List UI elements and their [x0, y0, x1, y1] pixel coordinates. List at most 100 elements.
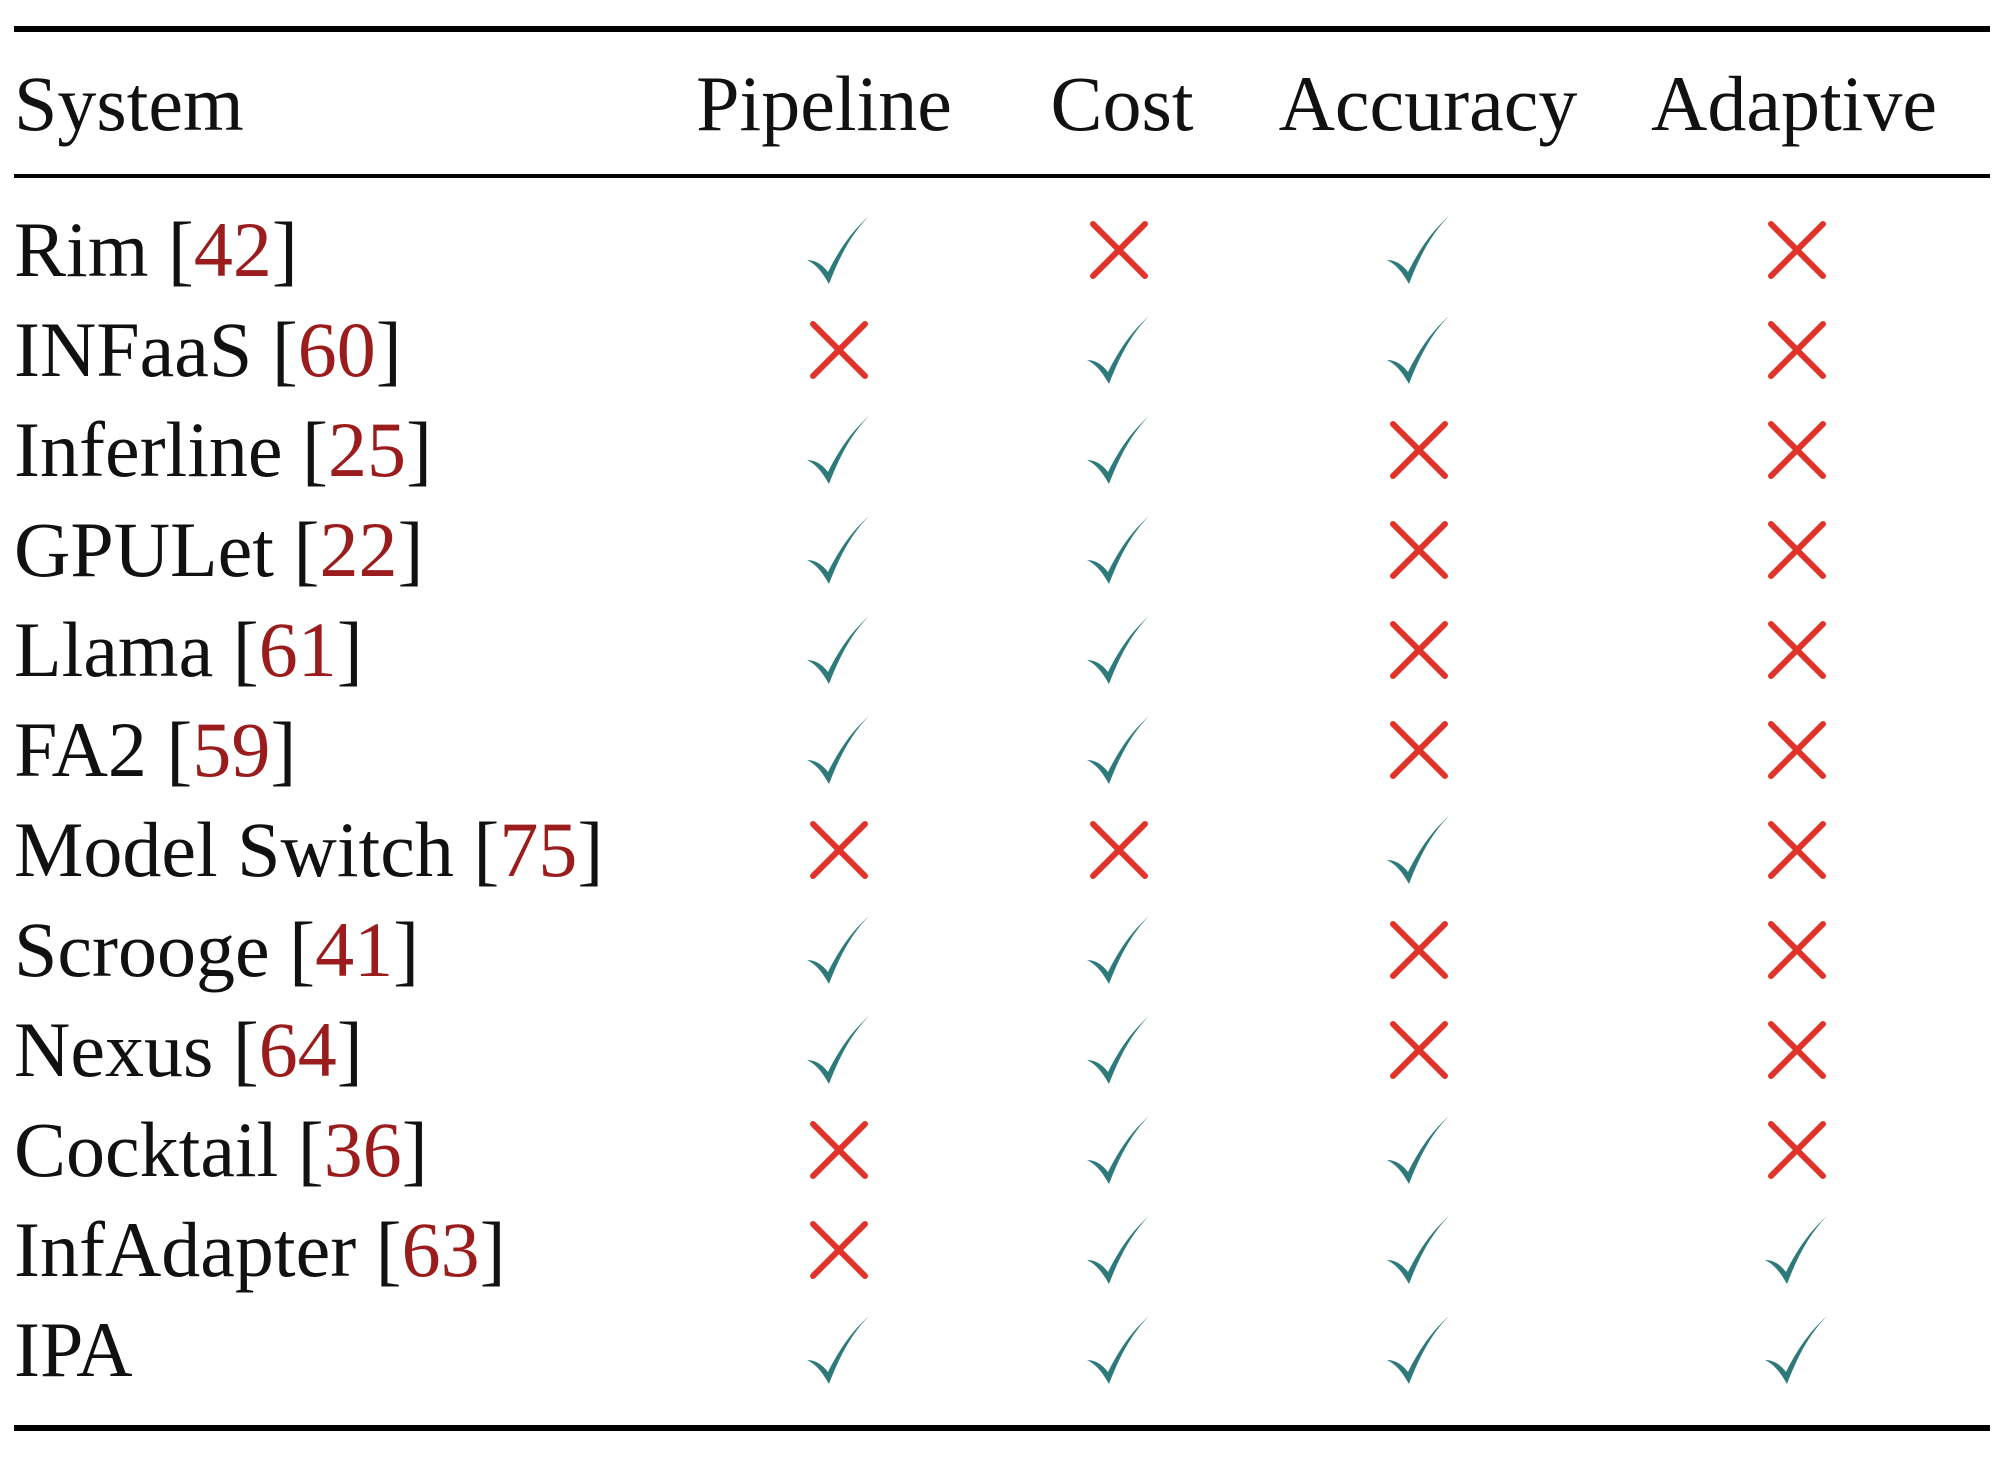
system-name: Nexus — [14, 1006, 214, 1093]
citation-bracket: ] — [336, 606, 363, 693]
cross-icon — [1757, 700, 1837, 800]
cross-icon — [1379, 500, 1459, 600]
check-icon — [1079, 900, 1159, 1000]
cross-icon — [799, 300, 879, 400]
comparison-table: System Pipeline Cost Accuracy Adaptive R… — [14, 0, 1990, 1460]
cross-icon — [1379, 700, 1459, 800]
check-icon — [1379, 200, 1459, 300]
system-cell: Llama [61] — [14, 600, 363, 700]
check-icon — [1379, 1300, 1459, 1400]
system-name: Rim — [14, 206, 149, 293]
cross-icon — [1757, 200, 1837, 300]
system-cell: InfAdapter [63] — [14, 1200, 506, 1300]
citation-bracket: ] — [401, 1106, 428, 1193]
header-pipeline: Pipeline — [696, 60, 952, 147]
citation-bracket: ] — [271, 206, 298, 293]
system-cell: Model Switch [75] — [14, 800, 603, 900]
check-icon — [1757, 1300, 1837, 1400]
system-cell: GPULet [22] — [14, 500, 423, 600]
cross-icon — [1757, 500, 1837, 600]
citation-bracket: ] — [270, 706, 297, 793]
system-name: Cocktail — [14, 1106, 279, 1193]
header-row: System Pipeline Cost Accuracy Adaptive — [14, 54, 1990, 154]
citation-bracket: [ — [278, 1106, 324, 1193]
table-row: Inferline [25] — [14, 400, 1990, 500]
check-icon — [799, 1300, 879, 1400]
citation-link[interactable]: 22 — [319, 506, 398, 593]
cross-icon — [1757, 400, 1837, 500]
citation-link[interactable]: 25 — [328, 406, 406, 493]
citation-bracket: ] — [336, 1006, 363, 1093]
citation-link[interactable]: 36 — [323, 1106, 402, 1193]
cross-icon — [1757, 300, 1837, 400]
citation-link[interactable]: 64 — [258, 1006, 337, 1093]
check-icon — [1379, 1100, 1459, 1200]
citation-bracket: [ — [453, 806, 500, 893]
table-row: InfAdapter [63] — [14, 1200, 1990, 1300]
system-cell: IPA — [14, 1300, 133, 1400]
citation-link[interactable]: 75 — [499, 806, 578, 893]
citation-bracket: [ — [356, 1206, 402, 1293]
citation-bracket: [ — [213, 606, 259, 693]
cross-icon — [1379, 900, 1459, 1000]
header-cost: Cost — [1050, 60, 1194, 147]
check-icon — [799, 900, 879, 1000]
header-system: System — [14, 60, 244, 147]
citation-link[interactable]: 60 — [297, 306, 376, 393]
citation-link[interactable]: 42 — [193, 206, 272, 293]
header-adaptive: Adaptive — [1651, 60, 1937, 147]
system-name: InfAdapter — [14, 1206, 357, 1293]
system-cell: FA2 [59] — [14, 700, 296, 800]
system-name: Llama — [14, 606, 214, 693]
citation-bracket: [ — [213, 1006, 259, 1093]
check-icon — [799, 200, 879, 300]
header-rule — [14, 174, 1990, 178]
system-name: IPA — [14, 1306, 133, 1393]
top-rule — [14, 26, 1990, 32]
system-name: INFaaS — [14, 306, 253, 393]
citation-bracket: ] — [393, 906, 420, 993]
check-icon — [799, 1000, 879, 1100]
citation-bracket: ] — [577, 806, 604, 893]
table-row: Rim [42] — [14, 200, 1990, 300]
system-cell: Scrooge [41] — [14, 900, 419, 1000]
check-icon — [1379, 800, 1459, 900]
cross-icon — [799, 1100, 879, 1200]
citation-bracket: [ — [146, 706, 193, 793]
system-name: Scrooge — [14, 906, 270, 993]
check-icon — [1379, 1200, 1459, 1300]
check-icon — [799, 600, 879, 700]
cross-icon — [1379, 600, 1459, 700]
system-cell: Cocktail [36] — [14, 1100, 428, 1200]
table-row: Nexus [64] — [14, 1000, 1990, 1100]
check-icon — [1079, 300, 1159, 400]
cross-icon — [799, 1200, 879, 1300]
check-icon — [1079, 1000, 1159, 1100]
citation-link[interactable]: 59 — [192, 706, 271, 793]
cross-icon — [1079, 800, 1159, 900]
table-row: GPULet [22] — [14, 500, 1990, 600]
system-cell: Nexus [64] — [14, 1000, 363, 1100]
check-icon — [1079, 1300, 1159, 1400]
citation-bracket: [ — [252, 306, 298, 393]
check-icon — [1757, 1200, 1837, 1300]
check-icon — [1079, 400, 1159, 500]
cross-icon — [1757, 1100, 1837, 1200]
system-cell: Inferline [25] — [14, 400, 432, 500]
check-icon — [799, 400, 879, 500]
check-icon — [1079, 600, 1159, 700]
table-row: Scrooge [41] — [14, 900, 1990, 1000]
system-name: Inferline — [14, 406, 283, 493]
cross-icon — [1379, 1000, 1459, 1100]
cross-icon — [1079, 200, 1159, 300]
table-row: Model Switch [75] — [14, 800, 1990, 900]
citation-bracket: [ — [269, 906, 316, 993]
table-row: INFaaS [60] — [14, 300, 1990, 400]
table-row: IPA — [14, 1300, 1990, 1400]
system-name: Model Switch — [14, 806, 454, 893]
system-name: GPULet — [14, 506, 274, 593]
citation-link[interactable]: 63 — [401, 1206, 480, 1293]
citation-link[interactable]: 61 — [258, 606, 337, 693]
cross-icon — [1379, 400, 1459, 500]
citation-link[interactable]: 41 — [315, 906, 394, 993]
